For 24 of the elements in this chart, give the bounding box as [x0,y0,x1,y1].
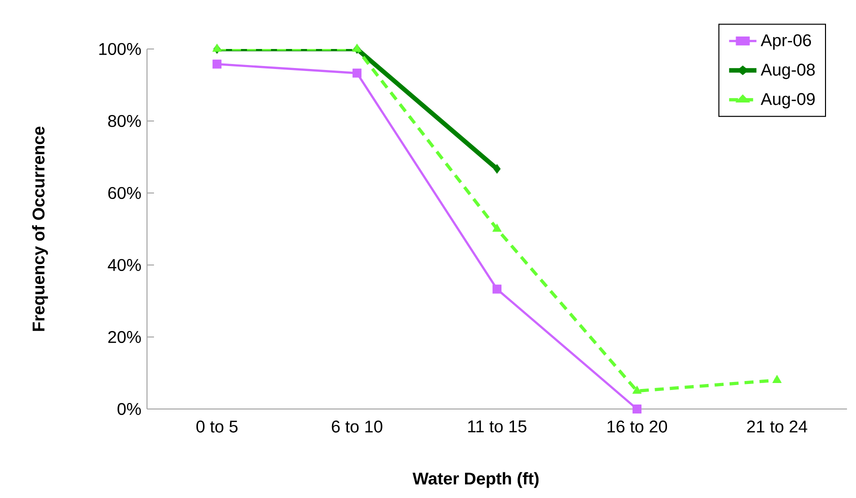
x-tick-label: 11 to 15 [468,420,526,432]
point [632,386,642,394]
y-tick-label: 100% [99,42,141,56]
point [492,224,502,232]
y-tick-label: 40% [108,258,141,272]
y-tick-label: 60% [108,186,141,200]
point [212,60,222,69]
point [772,374,782,383]
legend-label: Aug-08 [760,64,815,80]
x-tick-label: 0 to 5 [196,420,238,433]
y-tick-label: 20% [108,330,141,344]
x-tick-label: 21 to 24 [747,420,808,433]
x-tick-label: 6 to 10 [332,420,382,433]
y-axis-title: Frequency of Occurrence [32,126,48,331]
point [352,68,362,78]
point [632,404,642,414]
x-axis-title: Water Depth (ft) [412,472,539,488]
legend-label: Apr-06 [760,34,811,50]
y-tick-label: 0% [118,402,141,416]
y-tick-label: 80% [108,114,141,128]
point [493,164,501,174]
x-tick-label: 16 to 20 [608,420,668,433]
point [492,284,502,294]
legend-label: Aug-09 [760,93,815,108]
